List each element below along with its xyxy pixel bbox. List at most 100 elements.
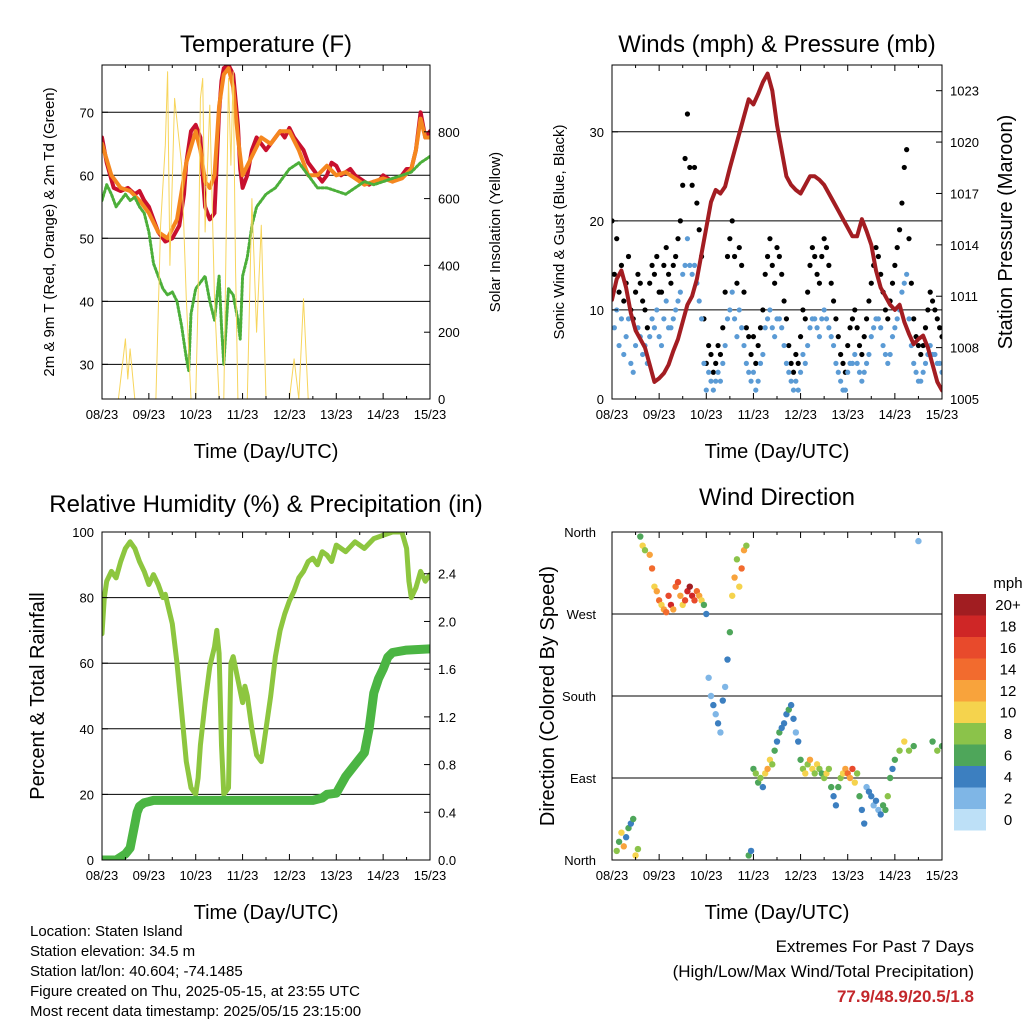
direction-point [712,711,719,718]
legend-swatch [954,766,986,788]
x-tick-label: 14/23 [879,868,912,883]
y-tick-label: 0 [597,392,604,407]
series-1-point [658,342,665,349]
series-1-line [102,66,430,241]
series-0-point [786,342,792,349]
series-0-point [838,351,844,358]
series-1-point [717,378,724,384]
data-layer [102,65,430,399]
series-1-point [894,316,900,322]
series-0-point [762,271,768,277]
series-0-point [625,253,632,260]
series-1-point [786,369,792,375]
series-1-point [922,360,929,366]
y-tick-label: West [567,607,597,622]
series-0-point [663,244,669,251]
direction-point [905,747,913,754]
legend-label: 6 [1004,748,1012,765]
series-0-point [637,280,643,286]
series-2-line [612,71,942,393]
series-0-point [743,325,749,331]
direction-point [637,533,644,540]
series-0-point [845,342,851,349]
legend-swatch [954,809,986,831]
series-1-point [932,351,938,358]
y-right-tick-label: 0 [438,392,445,407]
series-1-point [670,316,676,322]
series-3-line [102,71,430,399]
direction-point [759,783,767,791]
y-tick-label: North [564,853,596,868]
series-0-point [675,236,681,242]
direction-point [710,701,717,709]
series-1-point [913,369,919,375]
series-1-point [805,342,811,349]
legend-swatch [954,637,986,659]
series-0-point [689,182,695,188]
direction-point [665,592,672,599]
y-right-tick-label: 1008 [950,341,979,356]
series-1-point [675,298,681,304]
series-1-point [734,334,740,340]
direction-point [620,843,627,850]
series-1-point [812,316,818,322]
series-0-point [896,227,903,233]
x-tick-label: 15/23 [414,407,447,422]
series-0-point [621,298,627,304]
series-1-point [892,325,898,331]
series-1-point [887,351,893,358]
direction-point [743,542,750,549]
series-0-point [779,271,785,277]
series-0-point [793,351,799,358]
series-1-point [673,307,679,313]
series-1-point [698,316,705,322]
direction-point [769,761,776,768]
series-1-point [736,307,742,313]
direction-point [726,629,734,636]
series-1-point [713,378,719,384]
x-tick-label: 12/23 [784,868,817,883]
series-1-point [755,378,761,384]
direction-point [868,793,875,800]
y-right-tick-label: 0.8 [438,758,456,773]
series-1-point [788,378,794,384]
direction-point [846,774,854,782]
direction-point [877,811,884,818]
series-0-point [741,289,747,295]
y-right-tick-label: 1020 [950,135,979,150]
y-tick-label: 30 [590,125,604,140]
chart-panel-2: 08/23 09/23 10/23 11/23 12/23 13/23 14/23 15/23… [551,31,1017,463]
series-1-point [772,334,778,340]
series-0-point [682,155,688,162]
series-0-point [939,334,942,340]
y-tick-label: 60 [80,168,94,183]
series-0-point [750,334,757,340]
series-0-point [654,253,660,260]
series-0-point [889,280,896,286]
legend-label: 0 [1004,812,1012,829]
y-right-tick-label: 600 [438,192,460,207]
series-0-point [908,280,914,286]
series-1-point [814,325,820,331]
series-0-point [795,360,801,366]
series-1-point [724,316,731,322]
y-tick-label: 60 [80,656,94,671]
direction-point [738,565,745,572]
direction-point [797,756,804,763]
y-tick-label: North [564,525,596,540]
x-axis-label: Time (Day/UTC) [705,441,850,463]
direction-point [717,729,724,736]
legend-swatch [954,701,986,723]
direction-point [707,692,715,700]
series-1-point [625,316,632,322]
series-0-point [894,244,900,251]
y-right-tick-label: 1023 [950,84,979,99]
legend-swatch [954,594,986,616]
series-1-point [797,369,804,375]
direction-point [891,756,899,763]
x-tick-label: 12/23 [273,868,306,883]
direction-point [663,608,670,616]
y-right-tick-label: 200 [438,325,460,340]
x-tick-label: 09/23 [133,868,166,883]
series-1-point [722,342,728,349]
